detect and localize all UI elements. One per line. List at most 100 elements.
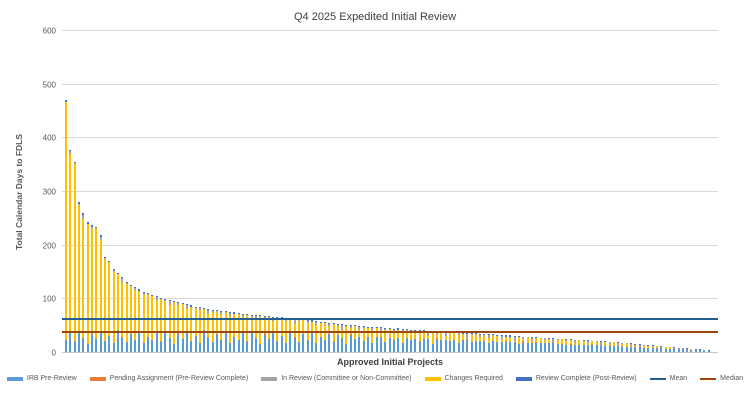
bar-segment-pre [647, 347, 650, 352]
bar-segment-comp [630, 343, 633, 344]
bar-segment-pre [129, 333, 132, 352]
bar-segment-comp [134, 287, 137, 289]
bar-segment-pend [535, 342, 538, 343]
bar-segment-comp [496, 334, 499, 336]
bar-segment-comp [595, 340, 598, 342]
bar-segment-pend [505, 341, 508, 343]
bar-segment-comp [138, 289, 141, 291]
bar-segment-chg [539, 338, 542, 344]
bar-segment-chg [315, 324, 318, 343]
bar-segment-chg [73, 163, 76, 342]
bar-segment-pre [69, 333, 72, 352]
bar-segment-rev [384, 329, 387, 331]
bar-segment-pre [686, 349, 689, 352]
bar-segment-comp [505, 335, 508, 337]
stacked-bar [482, 31, 486, 352]
bar-segment-pend [177, 333, 180, 335]
gridline [62, 298, 718, 300]
median-line [62, 330, 718, 333]
bar-segment-comp [267, 316, 270, 318]
bar-segment-comp [345, 324, 348, 326]
bar-segment-pre [595, 345, 598, 352]
bar-segment-comp [647, 345, 650, 346]
bar-segment-rev [99, 236, 102, 241]
bar-segment-pre [185, 331, 188, 352]
bar-segment-rev [552, 338, 555, 343]
bar-segment-comp [470, 333, 473, 335]
bar-segment-pre [556, 343, 559, 352]
bar-segment-chg [358, 330, 361, 337]
bar-segment-comp [155, 296, 158, 298]
stacked-bar [551, 31, 555, 352]
bar-segment-pre [535, 342, 538, 352]
stacked-bar [633, 31, 637, 352]
bar-segment-comp [69, 149, 72, 152]
stacked-bar [168, 31, 172, 352]
stacked-bar [258, 31, 262, 352]
bar-segment-pre [643, 347, 646, 352]
bar-segment-pend [638, 346, 641, 348]
bar-segment-pre [574, 344, 577, 352]
stacked-bar [245, 31, 249, 352]
bar-segment-rev [444, 332, 447, 336]
bar-segment-rev [341, 325, 344, 330]
stacked-bar [655, 31, 659, 352]
bar-segment-rev [207, 309, 210, 314]
bar-segment-chg [608, 344, 611, 345]
bar-segment-chg [254, 319, 257, 338]
bar-segment-chg [65, 101, 68, 341]
bar-segment-rev [142, 292, 145, 296]
bar-segment-pre [147, 336, 150, 352]
bar-segment-chg [220, 313, 223, 340]
bar-segment-pend [332, 341, 335, 343]
bar-segment-chg [354, 326, 357, 340]
bar-segment-comp [621, 342, 624, 344]
stacked-bar [310, 31, 314, 352]
bar-segment-chg [276, 318, 279, 341]
stacked-bar [383, 31, 387, 352]
bar-segment-pre [604, 345, 607, 352]
stacked-bar [318, 31, 322, 352]
stacked-bar [564, 31, 568, 352]
stacked-bar [379, 31, 383, 352]
stacked-bar [392, 31, 396, 352]
bar-segment-pre [349, 335, 352, 352]
bar-segment-comp [121, 277, 124, 279]
bar-segment-rev [681, 348, 684, 350]
bar-segment-comp [190, 305, 193, 307]
bar-segment-pend [293, 337, 296, 339]
bar-segment-chg [99, 240, 102, 332]
bar-segment-pre [418, 342, 421, 352]
stacked-bar [629, 31, 633, 352]
bar-segment-comp [362, 326, 365, 328]
stacked-bar [642, 31, 646, 352]
bar-segment-pre [336, 334, 339, 352]
bar-segment-pre [177, 334, 180, 352]
bar-segment-chg [612, 342, 615, 347]
bar-segment-pre [578, 344, 581, 352]
stacked-bar [146, 31, 150, 352]
stacked-bar [573, 31, 577, 352]
legend-item: In Review (Committee or Non-Committee) [261, 375, 412, 382]
y-tick-label: 100 [42, 294, 56, 304]
bar-segment-pre [707, 350, 710, 352]
gridline [62, 352, 718, 353]
bar-segment-comp [591, 340, 594, 342]
stacked-bar [357, 31, 361, 352]
bar-segment-pend [677, 348, 680, 350]
bar-segment-chg [371, 330, 374, 344]
bar-segment-comp [129, 284, 132, 286]
bar-segment-rev [315, 322, 318, 325]
bar-segment-chg [194, 307, 197, 336]
bar-segment-pre [664, 348, 667, 352]
bar-segment-chg [668, 347, 671, 349]
bar-segment-pre [229, 342, 232, 352]
stacked-bar [99, 31, 103, 352]
stacked-bar [504, 31, 508, 352]
bar-segment-rev [427, 331, 430, 336]
bar-segment-chg [509, 337, 512, 342]
bar-segment-comp [164, 299, 167, 301]
bar-segment-pre [160, 342, 163, 352]
bar-segment-pend [73, 341, 76, 343]
bar-segment-pre [612, 346, 615, 352]
